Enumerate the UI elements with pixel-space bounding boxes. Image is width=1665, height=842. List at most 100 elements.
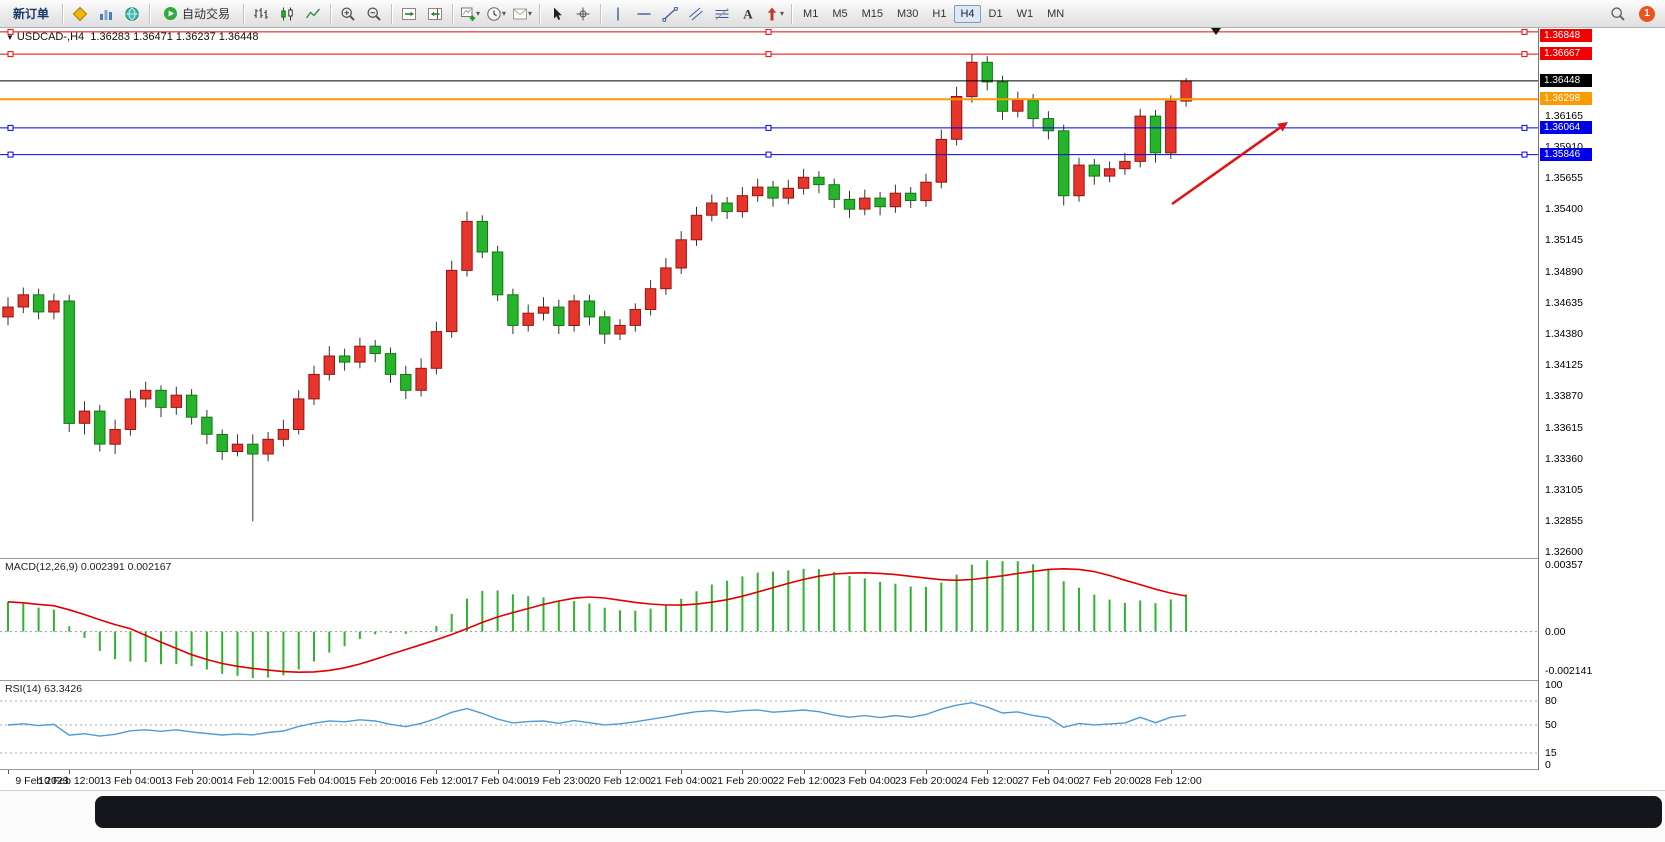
candle <box>369 345 381 355</box>
price-tick: 1.35145 <box>1545 234 1583 247</box>
price-tick: 1.34635 <box>1545 296 1583 309</box>
market-watch-icon[interactable] <box>67 2 93 26</box>
timeframe-h4-button[interactable]: H4 <box>954 4 981 23</box>
price-chart-canvas[interactable] <box>0 28 1538 558</box>
candle <box>1073 164 1085 197</box>
macd-signal-line <box>7 567 1187 674</box>
auto-scroll-icon[interactable] <box>396 2 422 26</box>
macd-canvas[interactable] <box>0 559 1538 680</box>
time-tick <box>864 770 866 774</box>
timeframe-mn-button[interactable]: MN <box>1047 7 1065 20</box>
macd-label: MACD(12,26,9) 0.002391 0.002167 <box>5 561 171 573</box>
notification-badge[interactable]: 1 <box>1639 5 1655 22</box>
candle <box>935 138 947 183</box>
chart-title: ▼ USDCAD-,H4 1.36283 1.36471 1.36237 1.36… <box>6 31 259 43</box>
toolbar-items: 新订单 自动交易 ▾ ▾ ▾ A ▾ M1 M5 M15 M30 H1 H4 D1 W1 MN <box>0 0 1605 27</box>
candle <box>859 197 871 210</box>
horizontal-scrollbar-thumb[interactable] <box>95 796 1662 828</box>
rsi-panel[interactable] <box>0 681 1538 769</box>
candle <box>813 176 825 186</box>
bar-chart-type-icon[interactable] <box>248 2 274 26</box>
zoom-out-icon[interactable] <box>361 2 387 26</box>
chart-shift-marker-icon[interactable] <box>1211 28 1221 35</box>
candle <box>170 394 183 408</box>
candle <box>981 61 993 83</box>
quotes-chart-icon[interactable] <box>93 2 119 26</box>
price-chart[interactable] <box>0 28 1538 558</box>
time-tick <box>314 770 315 774</box>
time-label: 27 Feb 04:00 <box>1017 775 1080 787</box>
macd-scale-label: 0.00357 <box>1545 559 1583 572</box>
macd-panel[interactable] <box>0 559 1538 680</box>
candle <box>706 202 718 216</box>
crosshair-icon[interactable] <box>570 2 596 26</box>
candle <box>155 389 167 408</box>
current-price-line-price-tag: 1.36448 <box>1540 73 1592 87</box>
rsi-scale-label: 50 <box>1545 719 1557 731</box>
navigator-icon[interactable] <box>119 2 145 26</box>
symbol-label: USDCAD-,H4 <box>16 31 85 43</box>
toolbar-separator <box>539 3 541 24</box>
horizontal-line-icon[interactable] <box>631 2 657 26</box>
time-label: 16 Feb 12:00 <box>405 775 468 787</box>
time-axis[interactable]: 9 Feb 2023 10 Feb 12:00 13 Feb 04:00 13 Feb… <box>0 770 1665 790</box>
toolbar-separator <box>452 3 454 24</box>
rsi-canvas[interactable] <box>0 681 1538 769</box>
chart-shift-icon[interactable] <box>422 2 448 26</box>
time-tick <box>742 770 744 774</box>
cursor-icon[interactable] <box>544 2 570 26</box>
equidistant-channel-icon[interactable] <box>683 2 709 26</box>
panel-separator-macd[interactable] <box>0 558 1665 559</box>
arrow-label-icon[interactable]: ▾ <box>761 2 787 26</box>
price-tick: 1.33360 <box>1545 452 1583 465</box>
toolbar-separator <box>62 3 64 24</box>
autotrading-button[interactable]: 自动交易 <box>154 2 239 25</box>
periods-icon[interactable]: ▾ <box>483 2 509 26</box>
price-tick: 1.34125 <box>1545 359 1583 372</box>
trendline-icon[interactable] <box>657 2 683 26</box>
rsi-scale-label: 80 <box>1545 695 1557 707</box>
timeframe-m30-button[interactable]: M30 <box>897 7 919 20</box>
rsi-line <box>7 701 1187 737</box>
line-chart-type-icon[interactable] <box>300 2 326 26</box>
rsi-scale-label: 15 <box>1545 747 1557 759</box>
timeframe-m1-button[interactable]: M1 <box>803 7 819 20</box>
candle <box>1027 99 1039 120</box>
time-label: 19 Feb 23:00 <box>527 775 590 787</box>
templates-icon[interactable]: ▾ <box>509 2 535 26</box>
candle <box>48 300 60 313</box>
vertical-line-icon[interactable] <box>605 2 631 26</box>
fibonacci-icon[interactable] <box>709 2 735 26</box>
new-order-button[interactable]: 新订单 <box>13 7 50 21</box>
price-axis[interactable]: 1.361651.359101.356551.354001.351451.348… <box>1538 28 1665 771</box>
new-chart-icon[interactable]: ▾ <box>457 2 483 26</box>
timeframe-m5-button[interactable]: M5 <box>832 7 848 20</box>
search-icon[interactable] <box>1605 2 1631 26</box>
trend-arrow-head <box>1277 122 1288 132</box>
toolbar-separator <box>330 3 332 24</box>
candle <box>140 389 152 400</box>
candle <box>828 184 840 200</box>
timeframe-w1-button[interactable]: W1 <box>1016 7 1034 20</box>
candle <box>599 316 611 335</box>
timeframe-h1-button[interactable]: H1 <box>932 7 947 20</box>
candle <box>109 429 121 445</box>
candle <box>660 267 672 290</box>
time-label: 17 Feb 04:00 <box>466 775 529 787</box>
timeframe-m15-button[interactable]: M15 <box>861 7 883 20</box>
toolbar: 新订单 自动交易 ▾ ▾ ▾ A ▾ M1 M5 M15 M30 H1 H4 D1 W1 MN 1 <box>0 0 1665 28</box>
candle <box>507 294 519 326</box>
panel-separator-rsi[interactable] <box>0 680 1665 681</box>
support-line-upper-handle <box>1521 124 1528 131</box>
candle <box>614 324 626 335</box>
text-icon[interactable]: A <box>735 2 761 26</box>
candlestick-type-icon[interactable] <box>274 2 300 26</box>
time-tick <box>69 770 71 774</box>
candle <box>400 373 412 391</box>
time-label: 21 Feb 20:00 <box>711 775 774 787</box>
zoom-in-icon[interactable] <box>335 2 361 26</box>
horizontal-scrollbar[interactable] <box>0 791 1665 842</box>
timeframe-d1-button[interactable]: D1 <box>988 7 1003 20</box>
time-tick <box>375 770 377 774</box>
